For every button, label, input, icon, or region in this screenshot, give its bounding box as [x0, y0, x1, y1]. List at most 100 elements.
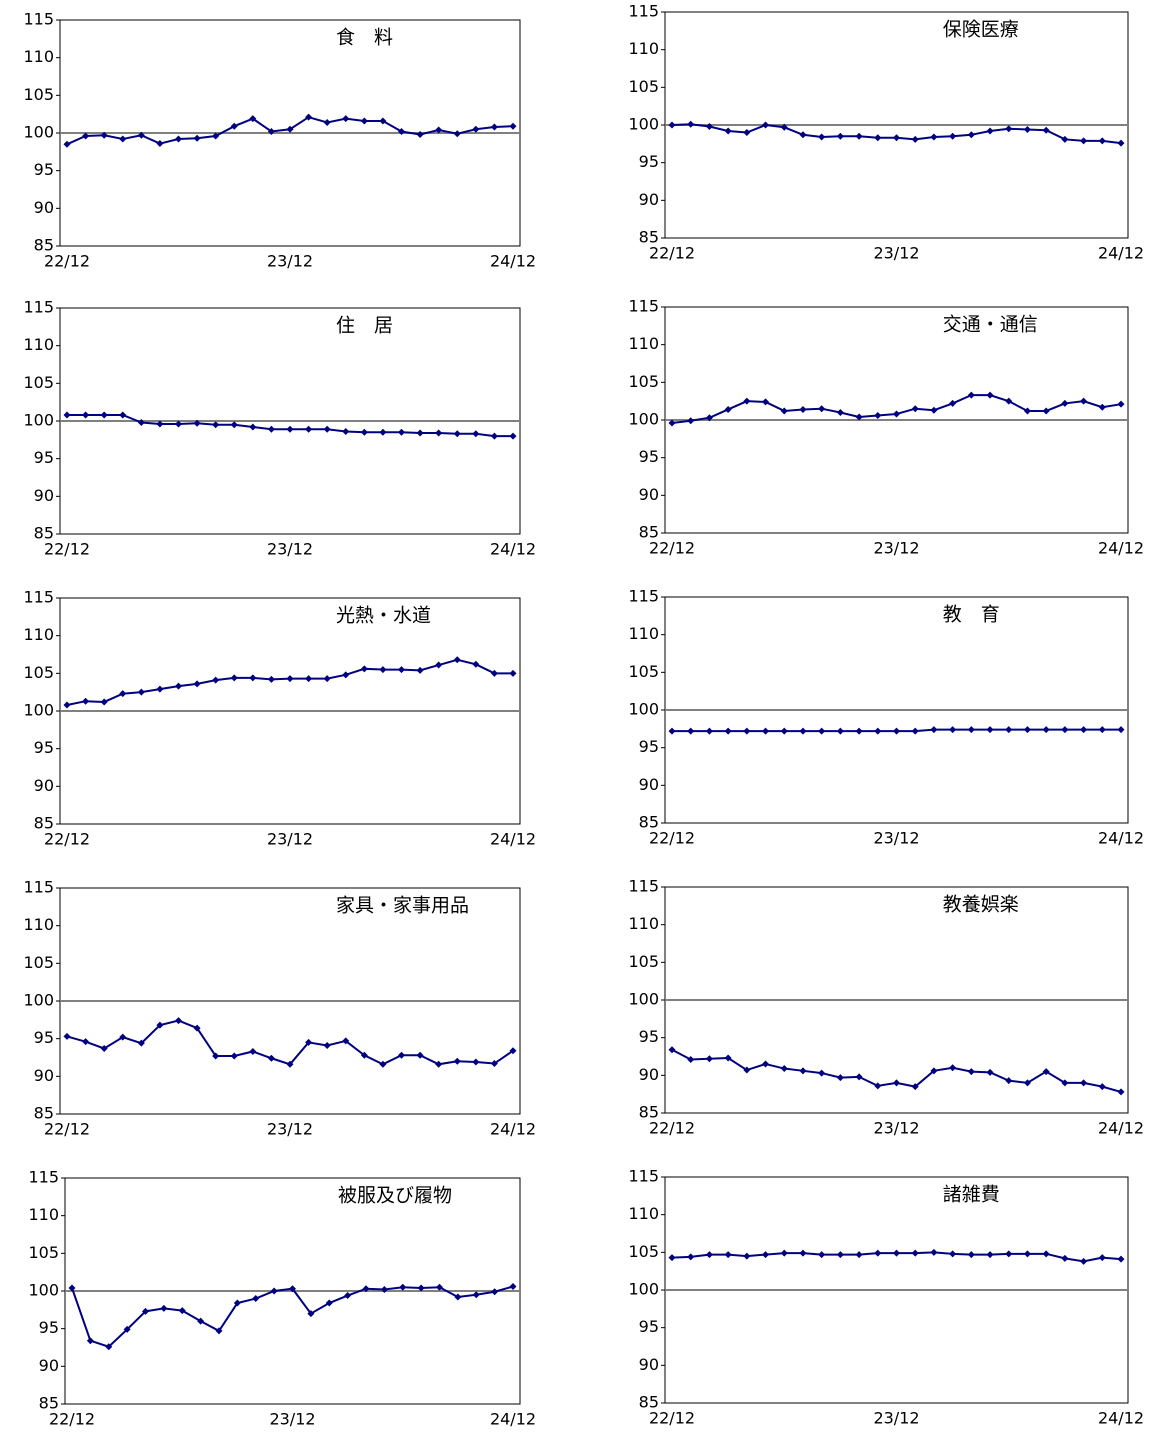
data-point	[1005, 1250, 1013, 1258]
data-point	[305, 1038, 313, 1046]
data-point	[435, 1060, 443, 1068]
data-point	[212, 421, 220, 429]
y-tick-label: 110	[628, 1204, 659, 1223]
data-point	[119, 690, 127, 698]
data-point	[63, 701, 71, 709]
y-tick-label: 85	[39, 1394, 59, 1413]
data-point	[1098, 1254, 1106, 1262]
data-point	[193, 419, 201, 427]
x-tick-label: 24/12	[490, 830, 536, 849]
data-point	[82, 1038, 90, 1046]
data-point	[454, 1293, 462, 1301]
data-point	[416, 1051, 424, 1059]
data-point	[230, 674, 238, 682]
chart-title: 諸雑費	[943, 1184, 1000, 1206]
y-tick-label: 105	[628, 372, 659, 391]
y-tick-label: 90	[34, 776, 54, 795]
x-tick-label: 22/12	[49, 1410, 95, 1429]
data-point	[687, 120, 695, 128]
data-point	[156, 420, 164, 428]
x-tick-label: 24/12	[1098, 539, 1144, 558]
data-point	[724, 405, 732, 413]
x-tick-label: 23/12	[873, 1409, 919, 1428]
data-point	[360, 665, 368, 673]
data-point	[82, 697, 90, 705]
data-point	[249, 674, 257, 682]
data-point	[156, 140, 164, 148]
y-tick-label: 85	[34, 236, 54, 255]
data-point	[197, 1317, 205, 1325]
data-point	[289, 1285, 296, 1293]
data-point	[323, 675, 331, 683]
x-tick-label: 22/12	[649, 1409, 695, 1428]
data-point	[417, 1284, 425, 1292]
data-point	[1117, 400, 1125, 408]
data-point	[855, 1251, 863, 1259]
data-point	[1061, 1254, 1069, 1262]
data-point	[416, 666, 424, 674]
data-point	[305, 113, 313, 121]
data-point	[986, 127, 994, 135]
data-point	[818, 1069, 826, 1077]
series-line	[671, 394, 1122, 425]
data-point	[930, 406, 938, 414]
data-point	[668, 1254, 676, 1262]
y-tick-label: 100	[628, 410, 659, 429]
chart-title: 教養娯楽	[943, 894, 1019, 916]
chart-title: 家具・家事用品	[336, 895, 469, 917]
data-point	[267, 127, 275, 135]
data-point	[137, 419, 145, 427]
y-tick-label: 90	[39, 1356, 59, 1375]
x-tick-label: 24/12	[490, 540, 536, 559]
data-point	[137, 131, 145, 139]
y-tick-label: 85	[34, 814, 54, 833]
data-point	[323, 1041, 331, 1049]
y-tick-label: 100	[628, 700, 659, 719]
y-tick-label: 90	[639, 190, 659, 209]
data-point	[687, 1253, 695, 1261]
data-point	[986, 391, 994, 399]
data-point	[967, 1251, 975, 1259]
data-point	[911, 405, 919, 413]
data-point	[398, 666, 405, 674]
data-point	[818, 133, 826, 141]
data-point	[799, 405, 807, 413]
x-tick-label: 24/12	[1098, 829, 1144, 848]
y-tick-label: 85	[639, 1393, 659, 1412]
data-point	[986, 726, 994, 734]
chart: 85 90 95 100 105 110 115 22/12 23/12 24/12 食 料	[23, 10, 536, 271]
y-tick-label: 90	[639, 1065, 659, 1084]
chart: 85 90 95 100 105 110 115 22/12 23/12 24/12 教養娯楽	[628, 877, 1144, 1138]
data-point	[82, 411, 90, 419]
x-tick-label: 23/12	[269, 1410, 315, 1429]
data-point	[380, 1285, 388, 1293]
data-point	[267, 675, 275, 683]
data-point	[986, 1251, 994, 1259]
data-point	[491, 1288, 499, 1296]
data-point	[705, 727, 713, 735]
x-tick-label: 22/12	[649, 539, 695, 558]
data-point	[762, 1251, 770, 1259]
y-tick-label: 90	[639, 485, 659, 504]
data-point	[1080, 397, 1088, 405]
data-point	[270, 1287, 278, 1295]
data-point	[1117, 1088, 1125, 1096]
data-point	[967, 1068, 975, 1076]
chart-title: 住 居	[336, 315, 393, 337]
data-point	[799, 1067, 807, 1075]
data-point	[233, 1299, 241, 1307]
data-point	[780, 1249, 788, 1257]
data-point	[836, 1251, 844, 1259]
data-point	[342, 115, 350, 123]
data-point	[267, 425, 275, 433]
data-point	[687, 1056, 695, 1064]
y-tick-label: 115	[628, 877, 659, 896]
data-point	[1023, 1250, 1031, 1258]
data-point	[1080, 726, 1088, 734]
chart-title: 被服及び履物	[338, 1185, 452, 1207]
y-tick-label: 105	[23, 85, 54, 104]
x-tick-label: 23/12	[267, 830, 313, 849]
data-point	[68, 1284, 76, 1292]
data-point	[949, 1250, 957, 1258]
data-point	[724, 1054, 732, 1062]
